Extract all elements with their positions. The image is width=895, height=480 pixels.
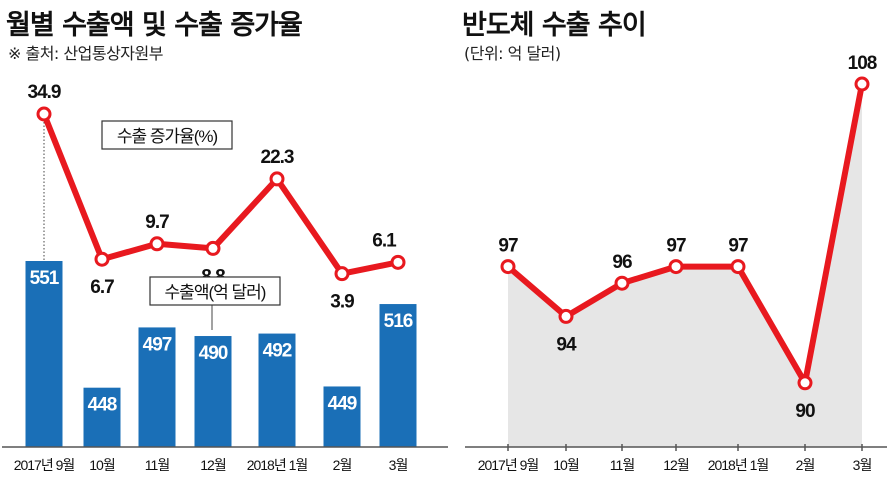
x-tick-label: 11월 [610, 457, 635, 473]
right-chart-unit: (단위: 억 달러) [464, 44, 561, 63]
legend-box-growth [101, 120, 233, 150]
semiconductor-value-label: 108 [848, 53, 877, 74]
legend-growth-label: 수출 증가율(%) [117, 127, 218, 146]
x-tick-label: 12월 [663, 457, 689, 473]
bar-value-label: 492 [263, 341, 292, 362]
bar-value-label: 497 [143, 334, 172, 355]
x-tick-label: 2월 [796, 457, 815, 473]
legend-export-label: 수출액(억 달러) [165, 283, 266, 302]
growth-rate-point [94, 251, 110, 267]
export-bar [323, 386, 361, 447]
x-tick-label: 3월 [389, 457, 408, 473]
export-bar [83, 387, 121, 447]
left-chart: 55144849749049244951634.96.79.78.822.33.… [2, 82, 448, 473]
semiconductor-value-label: 97 [728, 236, 748, 257]
bar-value-label: 551 [30, 268, 60, 289]
growth-rate-point [36, 106, 52, 122]
export-bar [138, 327, 176, 447]
x-tick-label: 12월 [200, 457, 226, 473]
export-bar [194, 336, 232, 447]
semiconductor-point [668, 259, 684, 275]
semiconductor-value-label: 97 [498, 236, 518, 257]
semiconductor-value-label: 96 [612, 252, 632, 273]
export-bar [258, 333, 296, 447]
growth-rate-label: 9.7 [145, 212, 169, 233]
semiconductor-point [854, 76, 870, 92]
bar-value-label: 516 [384, 311, 413, 332]
x-tick-label: 2018년 1월 [247, 457, 308, 473]
right-chart: 97 94 96 97 97 90 108 2017년 9월 10월 11월 12월 2018년 1월… [465, 53, 887, 473]
x-tick-label: 2017년 9월 [478, 457, 539, 473]
growth-rate-point [205, 240, 221, 256]
semiconductor-point [797, 375, 813, 391]
growth-rate-label: 34.9 [28, 82, 61, 103]
growth-rate-point [269, 171, 285, 187]
growth-rate-label: 6.7 [90, 277, 114, 298]
semiconductor-value-label: 90 [795, 401, 815, 422]
semiconductor-value-label: 94 [556, 334, 577, 355]
left-chart-source: ※ 출처: 산업통상자원부 [8, 44, 163, 63]
semiconductor-point [730, 259, 746, 275]
x-tick-label: 2018년 1월 [708, 457, 769, 473]
semiconductor-value-label: 97 [666, 236, 686, 257]
x-tick-label: 10월 [553, 457, 579, 473]
growth-rate-label: 22.3 [261, 147, 294, 168]
growth-rate-point [390, 254, 406, 270]
growth-rate-point [149, 236, 165, 252]
x-tick-label: 10월 [89, 457, 115, 473]
x-tick-label: 3월 [853, 457, 872, 473]
growth-rate-label: 3.9 [330, 292, 354, 313]
right-chart-title: 반도체 수출 추이 [462, 10, 647, 41]
growth-rate-label: 6.1 [372, 230, 397, 251]
semiconductor-point [558, 308, 574, 324]
export-bar [379, 304, 417, 447]
bar-value-label: 448 [88, 395, 117, 416]
x-tick-label: 11월 [145, 457, 170, 473]
semiconductor-point [614, 275, 630, 291]
bar-value-label: 449 [328, 393, 357, 414]
x-tick-label: 2017년 9월 [14, 457, 75, 473]
area-fill [508, 84, 862, 447]
x-tick-label: 2월 [333, 457, 352, 473]
growth-rate-point [334, 266, 350, 282]
export-bar [25, 261, 63, 447]
semiconductor-point [500, 259, 516, 275]
left-chart-title: 월별 수출액 및 수출 증가율 [6, 10, 303, 41]
bar-value-label: 490 [199, 343, 228, 364]
legend-box-export [149, 276, 281, 306]
